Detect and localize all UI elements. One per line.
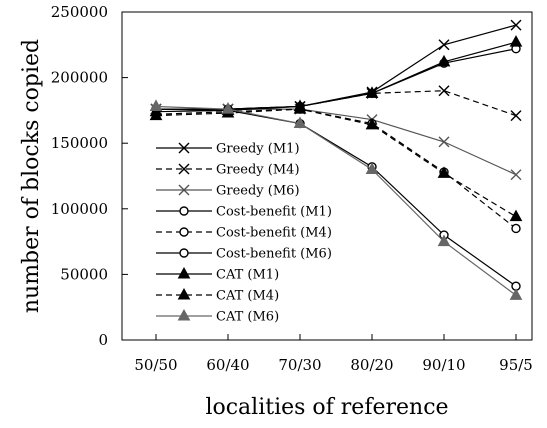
point-marker-triangle (221, 102, 235, 114)
y-axis: 0 50000 100000 150000 200000 250000 (51, 3, 128, 349)
point-marker-x (510, 110, 522, 122)
series-line (155, 41, 517, 113)
point-stroke (438, 136, 450, 148)
point-marker-x (438, 39, 450, 51)
legend-entry: Greedy (M1) (156, 142, 300, 157)
legend-entry: CAT (M6) (156, 308, 279, 325)
legend-entry: Cost-benefit (M1) (156, 205, 332, 220)
y-tick-label: 50000 (60, 265, 108, 283)
series (151, 104, 521, 291)
point-marker-x (510, 19, 522, 31)
point-marker-x (510, 169, 522, 181)
point-marker-triangle (509, 209, 523, 222)
x-tick-label: 95/5 (499, 356, 533, 374)
point-marker-circle (179, 206, 189, 216)
point-marker-x (438, 136, 450, 148)
legend-label: Cost-benefit (M1) (216, 205, 332, 220)
point-marker-circle (179, 227, 189, 237)
point-marker-triangle (509, 35, 523, 47)
point-marker-triangle (177, 308, 191, 321)
legend-entry: Cost-benefit (M4) (156, 226, 332, 241)
legend-entry: CAT (M1) (156, 266, 279, 283)
point-marker-circle (179, 248, 189, 258)
point-stroke (438, 39, 450, 51)
y-tick-label: 150000 (51, 134, 108, 152)
series-line (156, 108, 517, 176)
x-tick-label: 50/50 (134, 356, 177, 374)
point-stroke (510, 169, 522, 181)
point-marker-x (178, 142, 190, 154)
point-stroke (438, 85, 450, 97)
legend-label: Greedy (M4) (216, 163, 300, 178)
series-layer (149, 19, 523, 300)
legend-label: CAT (M1) (216, 268, 279, 283)
point-marker-circle (511, 223, 521, 234)
point-stroke (178, 184, 190, 196)
x-tick-label: 80/20 (350, 356, 393, 374)
series (149, 99, 523, 300)
x-tick-label: 90/10 (422, 356, 465, 374)
legend-label: Cost-benefit (M6) (216, 247, 332, 262)
point-stroke (510, 19, 522, 31)
y-tick-label: 100000 (51, 200, 108, 218)
point-marker-triangle (177, 287, 191, 300)
legend-label: Cost-benefit (M4) (216, 226, 332, 241)
point-marker-triangle (293, 102, 307, 114)
series (151, 44, 521, 114)
series-line (155, 108, 517, 218)
point-marker-triangle (509, 288, 523, 300)
series (150, 103, 522, 181)
point-marker-triangle (149, 99, 163, 111)
point-marker-triangle (149, 108, 163, 121)
legend-label: Greedy (M1) (216, 142, 300, 157)
point-marker-triangle (365, 162, 379, 174)
point-marker-triangle (177, 266, 191, 279)
series-line (156, 24, 517, 110)
y-tick-label: 250000 (51, 3, 108, 21)
y-tick-label: 200000 (51, 69, 108, 87)
point-marker-triangle (437, 166, 451, 178)
point-marker-x (178, 163, 190, 175)
legend-label: Greedy (M6) (216, 184, 300, 199)
series (149, 102, 523, 222)
point-marker-triangle (293, 116, 307, 129)
x-axis-title: localities of reference (205, 395, 448, 420)
legend-entry: Greedy (M6) (156, 184, 300, 199)
y-tick-label: 0 (98, 331, 108, 349)
legend-label: CAT (M4) (216, 289, 279, 304)
y-axis-title: number of blocks copied (19, 39, 44, 313)
series-line (155, 105, 517, 296)
series-line (155, 108, 517, 287)
legend-entry: Greedy (M4) (156, 163, 300, 178)
series-line (155, 108, 517, 229)
legend: Greedy (M1) Greedy (M4) Greedy (M6) Cost-be… (156, 142, 332, 325)
x-tick-label: 70/30 (278, 356, 321, 374)
point-marker-triangle (437, 234, 451, 247)
legend-entry: CAT (M4) (156, 287, 279, 304)
x-axis: 50/50 60/40 70/30 80/20 90/10 95/5 (134, 334, 533, 374)
legend-entry: Cost-benefit (M6) (156, 247, 332, 262)
series (149, 35, 523, 117)
point-marker-x (438, 85, 450, 97)
point-marker-triangle (365, 86, 379, 98)
point-marker-triangle (437, 54, 451, 67)
point-marker-triangle (365, 117, 379, 130)
point-stroke (178, 142, 190, 154)
series (150, 85, 522, 122)
x-tick-label: 60/40 (206, 356, 249, 374)
legend-label: CAT (M6) (216, 310, 279, 325)
point-stroke (510, 110, 522, 122)
plot-frame (121, 11, 533, 341)
point-stroke (178, 163, 190, 175)
point-marker-x (178, 184, 190, 196)
